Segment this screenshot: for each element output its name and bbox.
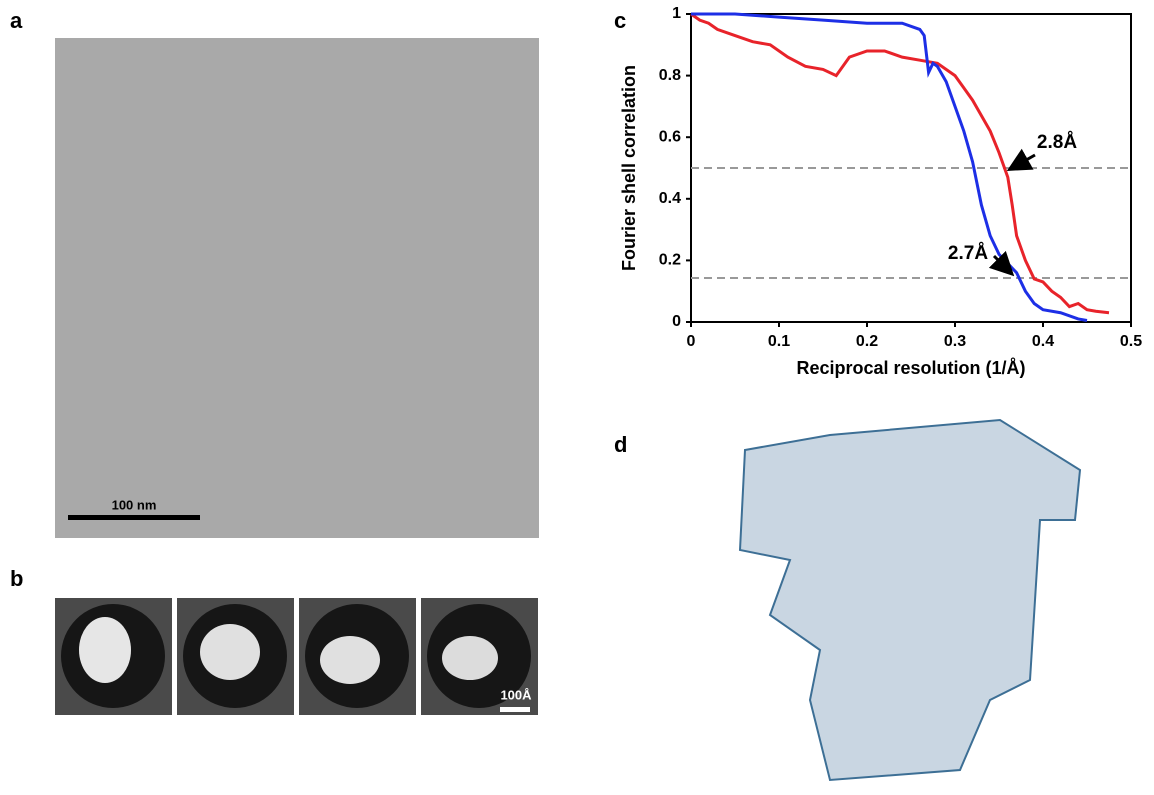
y-tick-label: 1: [672, 5, 681, 22]
y-tick-label: 0.2: [659, 252, 681, 269]
y-tick-label: 0: [672, 313, 681, 330]
x-tick-label: 0.2: [856, 333, 878, 350]
annotation-arrow: [1006, 148, 1036, 171]
panel-label: d: [614, 432, 627, 457]
y-tick-label: 0.4: [659, 190, 681, 207]
scale-bar-label: 100 nm: [112, 497, 157, 512]
x-tick-label: 0: [687, 333, 696, 350]
x-tick-label: 0.3: [944, 333, 966, 350]
fsc-curve: [691, 12, 1088, 322]
annotation: 2.7Å: [948, 243, 988, 264]
panel-label: b: [10, 566, 23, 591]
scale-bar: [500, 707, 530, 712]
x-tick-label: 0.1: [768, 333, 790, 350]
panel-label: c: [614, 8, 626, 33]
fsc-curve: [690, 12, 1110, 315]
x-tick-label: 0.4: [1032, 333, 1054, 350]
y-tick-label: 0.8: [659, 67, 681, 84]
density-map: [738, 418, 1082, 782]
annotation: 2.8Å: [1037, 132, 1077, 153]
panel-label: a: [10, 8, 23, 33]
y-axis-label: Fourier shell correlation: [619, 65, 639, 271]
scale-bar-label: 100Å: [500, 687, 532, 702]
class-averages: [55, 598, 538, 715]
scale-bar: [68, 515, 200, 520]
y-tick-label: 0.6: [659, 128, 681, 145]
annotation-arrow: [988, 250, 1015, 277]
x-axis-label: Reciprocal resolution (1/Å): [796, 358, 1025, 378]
micrograph: [55, 38, 539, 538]
x-tick-label: 0.5: [1120, 333, 1142, 350]
